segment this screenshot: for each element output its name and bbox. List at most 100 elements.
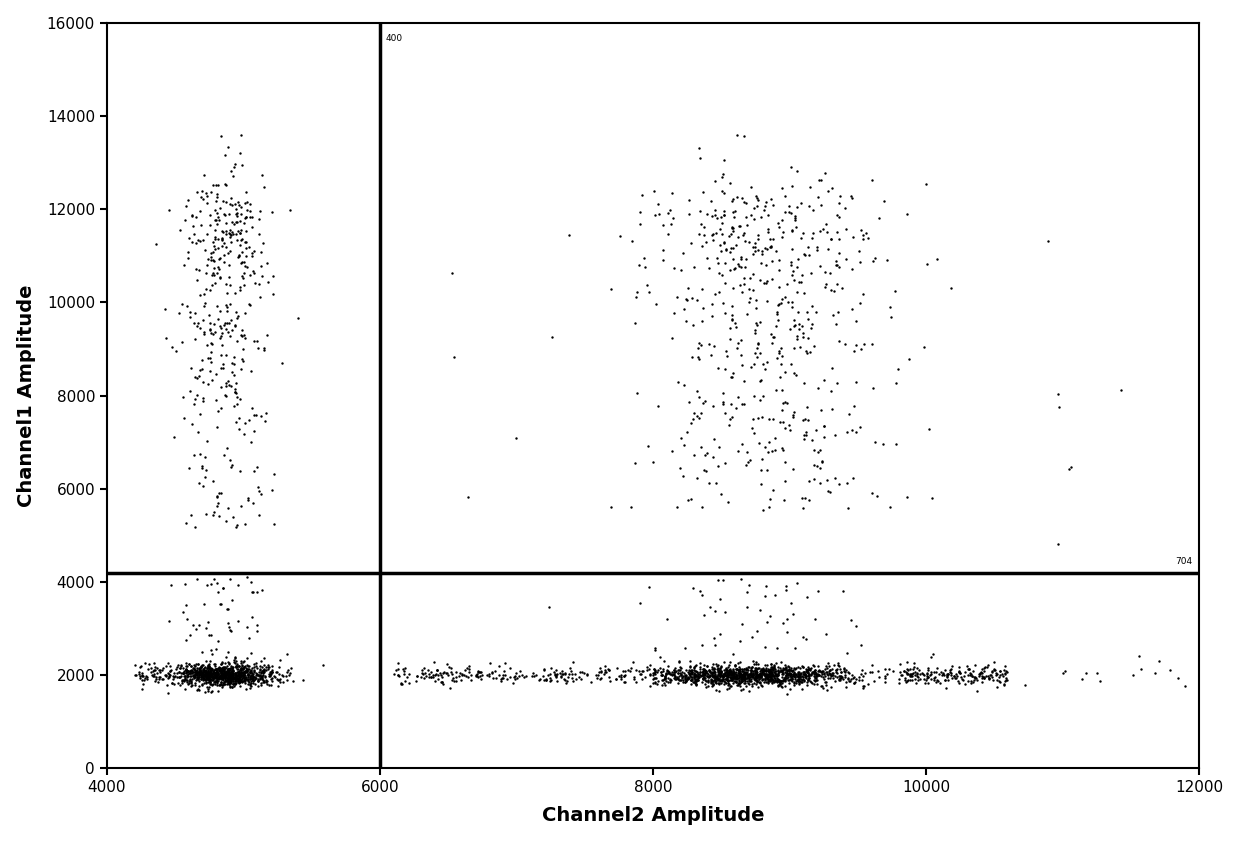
Point bbox=[177, 612, 197, 626]
Point bbox=[817, 684, 837, 697]
Point bbox=[443, 671, 463, 685]
Point bbox=[224, 350, 244, 364]
Point bbox=[670, 663, 689, 677]
Point bbox=[157, 686, 177, 700]
Point bbox=[732, 191, 751, 205]
Point bbox=[675, 642, 694, 655]
Point bbox=[250, 290, 270, 304]
Point bbox=[928, 674, 947, 687]
Point bbox=[904, 660, 924, 674]
Point bbox=[763, 412, 782, 425]
Point bbox=[743, 669, 763, 682]
Point bbox=[713, 672, 733, 685]
Point bbox=[707, 669, 727, 683]
Point bbox=[805, 663, 825, 677]
Point bbox=[250, 665, 270, 679]
Point bbox=[205, 573, 224, 586]
Point bbox=[249, 508, 269, 521]
Point bbox=[688, 227, 708, 241]
Point bbox=[822, 361, 842, 375]
Point bbox=[900, 669, 920, 682]
Point bbox=[729, 668, 749, 681]
Point bbox=[773, 664, 792, 678]
Point bbox=[730, 675, 750, 689]
Point bbox=[175, 577, 195, 590]
Point bbox=[769, 347, 789, 360]
Point bbox=[181, 208, 201, 221]
Point bbox=[818, 242, 838, 255]
Point bbox=[766, 664, 786, 678]
Point bbox=[232, 659, 252, 673]
Point bbox=[201, 668, 221, 681]
Point bbox=[734, 663, 754, 676]
Point bbox=[203, 246, 223, 259]
Point bbox=[738, 663, 758, 677]
Point bbox=[730, 349, 750, 362]
Point bbox=[653, 662, 673, 675]
Point bbox=[821, 669, 841, 682]
Point bbox=[712, 244, 732, 258]
Point bbox=[198, 673, 218, 686]
Point bbox=[212, 661, 232, 674]
Point bbox=[720, 671, 740, 685]
Point bbox=[666, 664, 686, 678]
Point bbox=[973, 671, 993, 685]
Point bbox=[212, 338, 232, 352]
Point bbox=[252, 670, 272, 684]
Point bbox=[738, 669, 758, 682]
Point bbox=[686, 664, 706, 678]
Point bbox=[846, 673, 866, 686]
Point bbox=[249, 277, 269, 290]
Point bbox=[196, 667, 216, 680]
Point bbox=[708, 460, 728, 473]
Point bbox=[196, 669, 216, 683]
Point bbox=[792, 319, 812, 333]
Point bbox=[254, 664, 274, 678]
Point bbox=[207, 420, 227, 434]
Point bbox=[730, 663, 750, 676]
Point bbox=[205, 239, 224, 253]
Point bbox=[692, 669, 712, 683]
Point bbox=[738, 665, 758, 679]
Point bbox=[680, 396, 699, 409]
Point bbox=[727, 342, 746, 355]
Point bbox=[782, 462, 802, 476]
Point bbox=[227, 659, 247, 673]
Point bbox=[665, 669, 684, 683]
Point bbox=[180, 657, 200, 670]
Point bbox=[191, 665, 211, 679]
Point bbox=[239, 675, 259, 689]
Point bbox=[739, 671, 759, 685]
Point bbox=[196, 675, 216, 689]
Point bbox=[765, 673, 785, 686]
Point bbox=[216, 390, 236, 403]
Point bbox=[232, 669, 252, 683]
Point bbox=[217, 300, 237, 313]
Point bbox=[210, 663, 229, 676]
Point bbox=[986, 666, 1006, 679]
Point bbox=[238, 668, 258, 681]
Point bbox=[720, 665, 740, 679]
Point bbox=[753, 665, 773, 679]
Point bbox=[763, 663, 782, 677]
Point bbox=[480, 657, 500, 670]
Point bbox=[706, 203, 725, 216]
Point bbox=[777, 666, 797, 679]
Point bbox=[231, 673, 250, 686]
Point bbox=[699, 663, 719, 676]
Point bbox=[223, 677, 243, 690]
Point bbox=[697, 446, 717, 460]
Point bbox=[785, 675, 805, 689]
Point bbox=[789, 677, 808, 690]
Point bbox=[722, 667, 742, 680]
Point bbox=[229, 659, 249, 673]
Point bbox=[673, 438, 693, 451]
Point bbox=[693, 672, 713, 685]
Point bbox=[892, 668, 911, 681]
Point bbox=[694, 666, 714, 679]
Point bbox=[715, 667, 735, 680]
Point bbox=[665, 672, 684, 685]
Point bbox=[972, 669, 992, 683]
Point bbox=[207, 673, 227, 686]
Point bbox=[776, 579, 796, 593]
